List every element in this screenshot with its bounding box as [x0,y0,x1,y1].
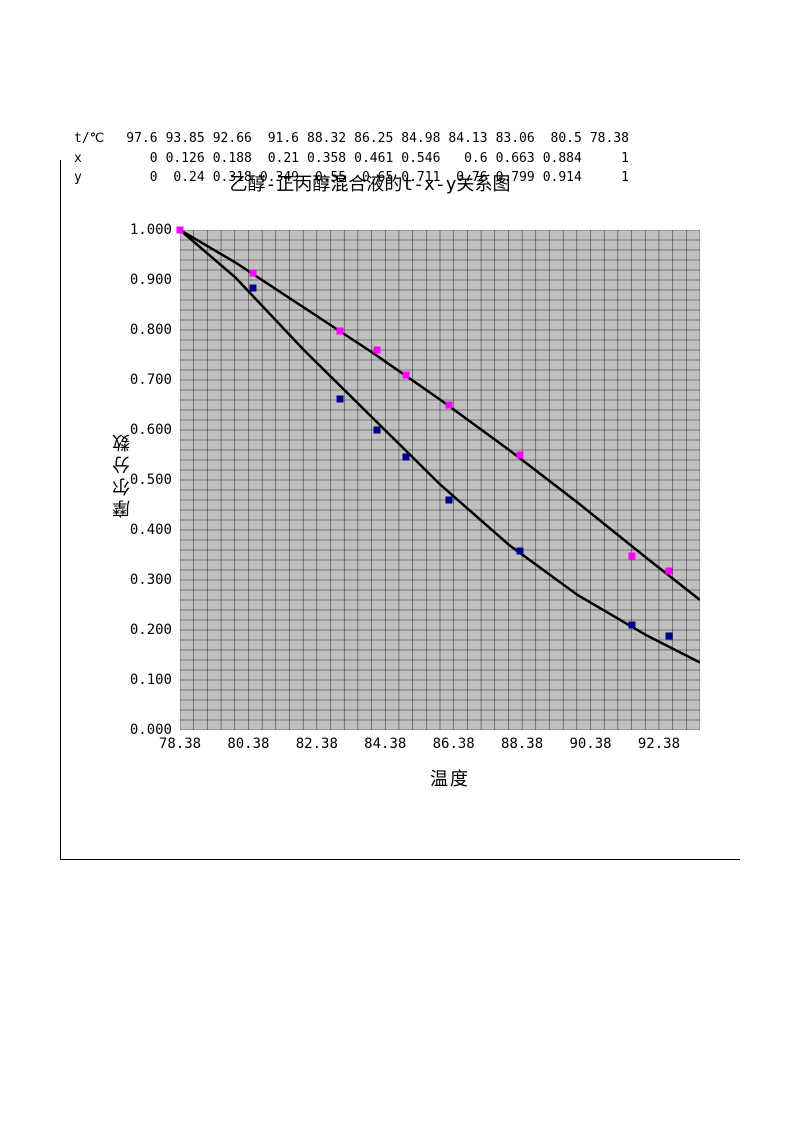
plot-area: 0.0000.1000.2000.3000.4000.5000.6000.700… [180,230,700,730]
x-tick-label: 78.38 [159,736,201,752]
marker-y [177,227,184,234]
table-cell: 84.13 [444,129,491,149]
page: t/℃97.693.8592.6691.688.3286.2584.9884.1… [0,0,793,1122]
marker-x [665,633,672,640]
table-cell: 97.6 [122,129,161,149]
trend-curves [180,230,700,730]
marker-y [373,347,380,354]
x-curve [180,230,700,663]
x-tick-label: 92.38 [638,736,680,752]
y-tick-label: 0.200 [130,622,172,638]
marker-x [402,454,409,461]
y-tick-label: 0.900 [130,272,172,288]
marker-x [249,285,256,292]
row-label: t/℃ [70,129,122,149]
table-cell: 88.32 [303,129,350,149]
marker-x [373,427,380,434]
table-cell: 93.85 [162,129,209,149]
marker-x [517,548,524,555]
marker-y [446,402,453,409]
x-tick-label: 88.38 [501,736,543,752]
marker-y [249,270,256,277]
x-tick-label: 86.38 [433,736,475,752]
table-row: t/℃97.693.8592.6691.688.3286.2584.9884.1… [70,129,633,149]
marker-y [629,552,636,559]
x-tick-label: 84.38 [364,736,406,752]
table-cell: 80.5 [539,129,586,149]
y-tick-label: 0.500 [130,472,172,488]
y-curve [180,230,700,600]
marker-y [517,452,524,459]
y-tick-label: 0.700 [130,372,172,388]
x-tick-label: 80.38 [227,736,269,752]
y-tick-label: 0.100 [130,672,172,688]
x-tick-label: 90.38 [569,736,611,752]
y-tick-label: 1.000 [130,222,172,238]
table-cell: 84.98 [397,129,444,149]
y-tick-label: 0.600 [130,422,172,438]
marker-y [402,371,409,378]
y-tick-label: 0.800 [130,322,172,338]
x-axis-label: 温度 [430,765,470,791]
table-cell: 91.6 [256,129,303,149]
marker-x [629,622,636,629]
table-cell: 86.25 [350,129,397,149]
marker-y [337,327,344,334]
table-cell: 92.66 [209,129,256,149]
marker-x [337,395,344,402]
table-cell: 83.06 [492,129,539,149]
marker-x [446,496,453,503]
x-tick-label: 82.38 [296,736,338,752]
table-cell: 78.38 [586,129,633,149]
marker-y [665,568,672,575]
y-tick-label: 0.300 [130,572,172,588]
y-tick-label: 0.400 [130,522,172,538]
